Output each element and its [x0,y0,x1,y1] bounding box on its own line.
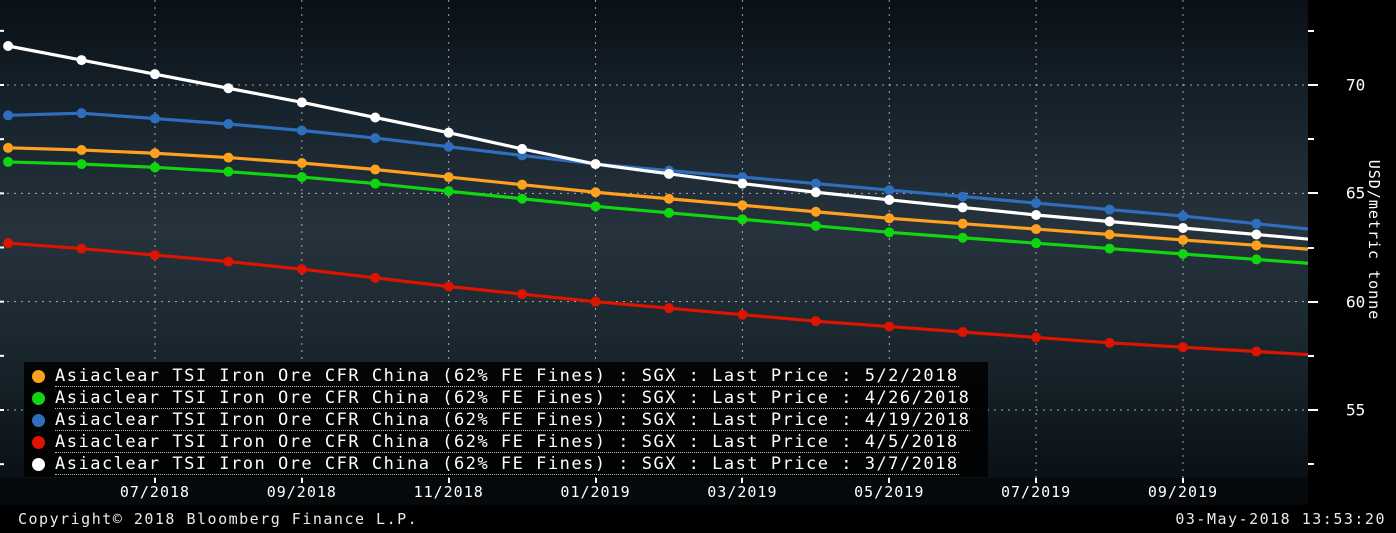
y-axis-tick [1308,409,1318,411]
y-axis-tick [1308,300,1318,303]
legend-item[interactable]: Asiaclear TSI Iron Ore CFR China (62% FE… [32,431,970,453]
legend-marker-icon [32,457,45,471]
y-axis-label: 65 [1346,183,1366,203]
legend-marker-icon [32,435,45,449]
x-axis-tick [300,478,303,483]
y-axis-title: USD/metric tonne [1365,159,1383,321]
series-markers [3,238,1262,357]
series-markers [3,40,1262,240]
series-markers [3,142,1262,251]
x-axis-label: 11/2018 [413,483,484,501]
y-axis-minor-tick [1308,246,1314,249]
legend-label: Asiaclear TSI Iron Ore CFR China (62% FE… [55,453,959,475]
left-edge-tick [0,354,4,357]
y-axis: USD/metric tonne 70 65 60 55 [1308,0,1396,478]
left-edge-tick [0,463,4,466]
legend-item[interactable]: Asiaclear TSI Iron Ore CFR China (62% FE… [32,409,971,431]
x-axis-label: 01/2019 [560,483,631,501]
x-axis-label: 03/2019 [707,483,778,501]
x-axis-tick [888,478,891,483]
x-axis-tick [447,478,450,483]
left-edge-tick [0,138,4,141]
left-edge-tick [0,192,4,195]
y-axis-minor-tick [1308,29,1314,32]
x-axis: 07/2018 09/2018 11/2018 01/2019 03/2019 05/20… [0,478,1308,505]
x-axis-label: 05/2019 [854,483,925,501]
chart-canvas[interactable] [0,0,1308,478]
x-axis-tick [1035,478,1038,483]
x-axis-tick [741,478,744,483]
legend-label: Asiaclear TSI Iron Ore CFR China (62% FE… [55,409,971,431]
x-axis-label: 09/2018 [266,483,337,501]
plot-area[interactable]: Asiaclear TSI Iron Ore CFR China (62% FE… [0,0,1308,478]
legend-item[interactable]: Asiaclear TSI Iron Ore CFR China (62% FE… [32,365,970,387]
x-axis-label: 07/2018 [119,483,191,501]
x-axis-label: 07/2019 [1001,483,1072,501]
y-axis-label: 70 [1346,75,1366,95]
left-edge-tick [0,300,4,303]
left-edge-tick [0,29,4,32]
legend-marker-icon [32,369,45,383]
left-edge-tick [0,84,4,86]
x-axis-tick [594,478,597,483]
legend: Asiaclear TSI Iron Ore CFR China (62% FE… [24,362,989,477]
legend-marker-icon [32,391,45,405]
legend-label: Asiaclear TSI Iron Ore CFR China (62% FE… [55,431,959,453]
footer: Copyright© 2018 Bloomberg Finance L.P. 0… [0,505,1396,533]
timestamp-text: 03-May-2018 13:53:20 [1175,510,1386,528]
left-edge-tick [0,246,4,249]
left-edge-tick [0,409,4,412]
y-axis-minor-tick [1308,138,1314,141]
y-axis-minor-tick [1308,463,1314,466]
series-line [7,241,1308,357]
legend-item[interactable]: Asiaclear TSI Iron Ore CFR China (62% FE… [32,453,970,475]
y-axis-minor-tick [1308,354,1314,357]
y-axis-label: 55 [1346,400,1366,420]
legend-marker-icon [32,413,45,427]
x-axis-tick [153,478,156,483]
legend-item[interactable]: Asiaclear TSI Iron Ore CFR China (62% FE… [32,387,971,409]
x-axis-tick [1181,478,1184,483]
legend-label: Asiaclear TSI Iron Ore CFR China (62% FE… [55,387,971,409]
y-axis-tick [1308,192,1318,195]
y-axis-tick [1308,84,1318,86]
x-axis-label: 09/2019 [1147,483,1219,501]
y-axis-label: 60 [1346,292,1366,312]
copyright-text: Copyright© 2018 Bloomberg Finance L.P. [18,510,419,528]
series-markers [3,156,1262,265]
legend-label: Asiaclear TSI Iron Ore CFR China (62% FE… [55,365,959,387]
